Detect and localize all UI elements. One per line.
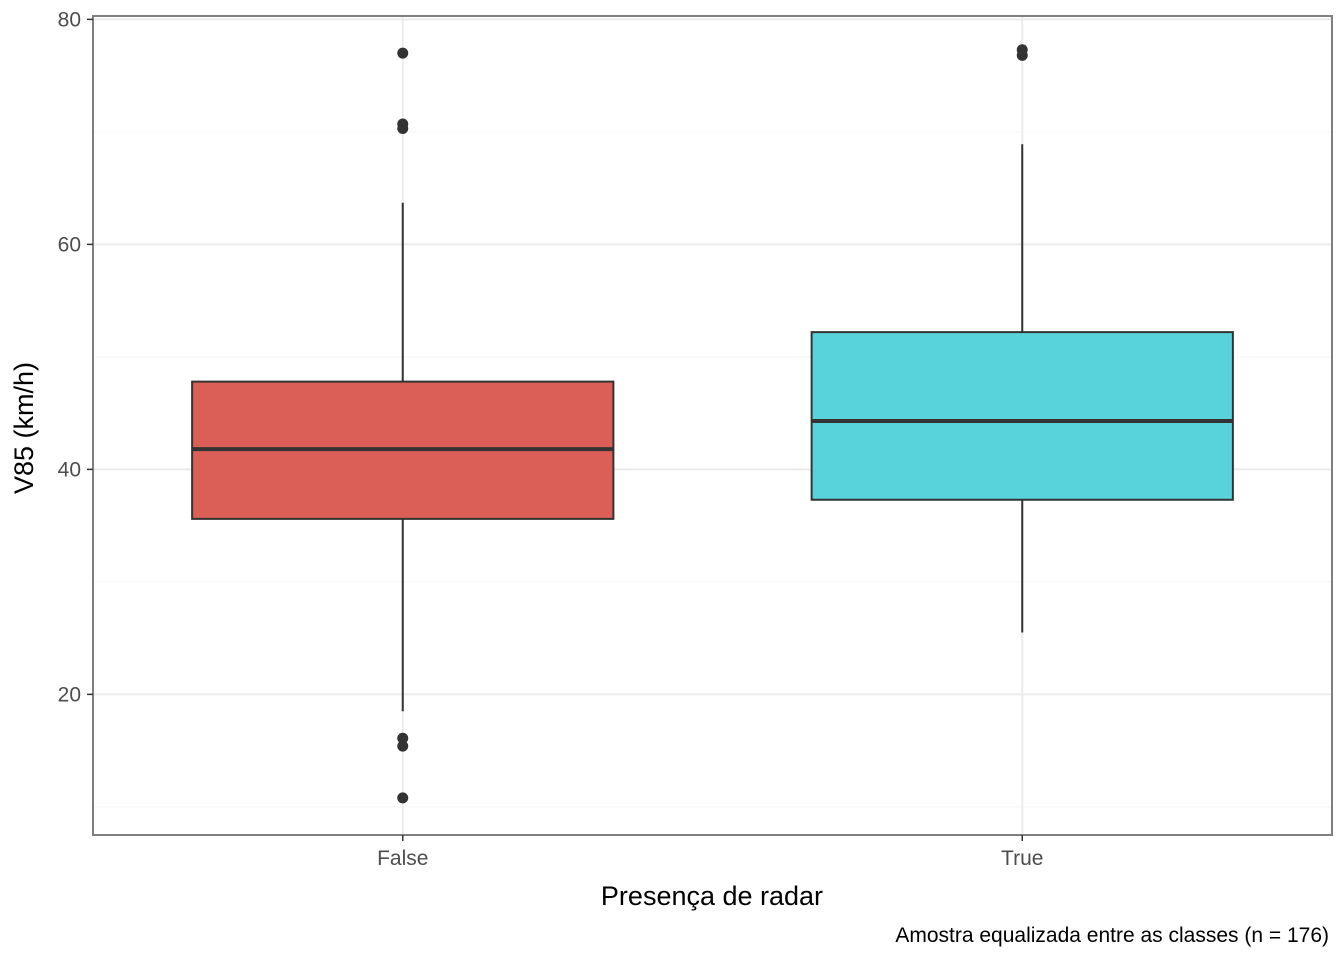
- axis-layer: 20 40 60 80 False True: [58, 8, 1044, 870]
- box-group-true: [810, 44, 1234, 633]
- outlier-point: [397, 47, 409, 59]
- box-group-false: [191, 47, 615, 804]
- x-tick-label: True: [1001, 847, 1043, 870]
- outlier-point: [397, 732, 409, 744]
- panel-border: [92, 15, 1333, 836]
- box-iqr: [810, 331, 1234, 501]
- y-tick-label: 20: [58, 683, 81, 706]
- y-axis-title: V85 (km/h): [9, 362, 39, 494]
- outlier-point: [1016, 49, 1028, 61]
- outlier-point: [397, 740, 409, 752]
- y-tick-label: 80: [58, 8, 81, 31]
- x-tick-label: False: [377, 847, 428, 870]
- chart-caption: Amostra equalizada entre as classes (n =…: [895, 924, 1329, 947]
- outlier-point: [397, 123, 409, 134]
- box-layer: [191, 44, 1234, 804]
- outlier-point: [397, 792, 409, 804]
- y-tick-label: 40: [58, 458, 81, 481]
- y-tick-label: 60: [58, 233, 81, 256]
- x-axis-title: Presença de radar: [601, 881, 823, 911]
